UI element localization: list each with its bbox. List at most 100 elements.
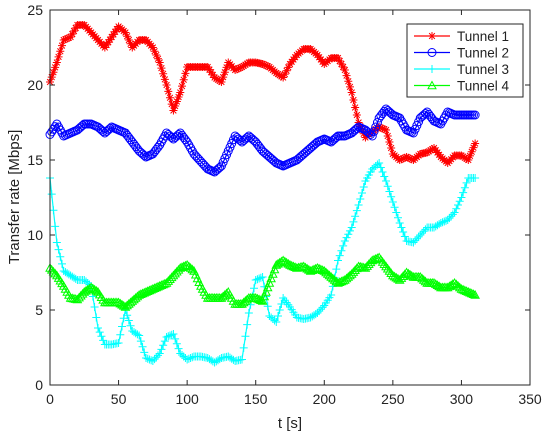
data-point — [70, 27, 78, 35]
data-point — [405, 269, 415, 279]
data-point — [399, 228, 408, 236]
y-tick-label: 0 — [35, 377, 43, 393]
data-point — [184, 354, 193, 363]
data-point — [344, 230, 353, 239]
data-point — [77, 288, 88, 298]
series-tunnel-4 — [45, 252, 480, 311]
data-point — [59, 36, 68, 44]
data-point — [462, 178, 471, 187]
data-point — [420, 109, 430, 118]
data-point — [354, 201, 363, 209]
data-point — [280, 256, 290, 266]
data-point — [334, 256, 342, 265]
data-point — [385, 138, 394, 146]
data-point — [470, 289, 480, 299]
data-point — [402, 153, 411, 161]
data-point — [324, 270, 335, 280]
data-point — [435, 220, 444, 229]
data-point — [252, 139, 262, 149]
data-point — [167, 330, 176, 339]
x-tick-label: 350 — [518, 391, 542, 407]
data-point — [90, 303, 99, 311]
data-point — [358, 189, 366, 197]
data-point — [49, 206, 58, 215]
data-point — [174, 344, 183, 353]
data-point — [414, 232, 423, 241]
data-point — [56, 47, 65, 56]
data-point — [318, 303, 327, 312]
data-point — [131, 142, 141, 151]
data-point — [54, 52, 63, 61]
x-tick-label: 0 — [46, 391, 54, 407]
data-point — [129, 294, 139, 304]
data-point — [56, 252, 65, 261]
data-point — [54, 245, 63, 254]
data-point — [264, 277, 275, 287]
data-point — [317, 265, 328, 274]
data-point — [418, 274, 429, 284]
legend-entry: Tunnel 1 — [414, 29, 509, 44]
data-point — [411, 236, 420, 245]
data-point — [454, 201, 462, 209]
data-point — [399, 154, 408, 163]
data-point — [106, 35, 114, 44]
data-point — [383, 182, 392, 191]
data-point — [174, 130, 184, 139]
data-point — [104, 38, 113, 47]
data-point — [453, 280, 463, 290]
data-point — [352, 111, 361, 119]
data-point — [47, 190, 56, 199]
data-point — [376, 123, 385, 132]
data-point — [185, 262, 196, 272]
data-point — [319, 265, 330, 275]
data-point — [48, 266, 59, 276]
data-point — [450, 208, 459, 217]
data-point — [164, 87, 173, 96]
data-point — [471, 174, 480, 182]
data-point — [126, 135, 136, 145]
data-point — [268, 268, 278, 278]
data-point — [151, 145, 161, 154]
data-point — [218, 291, 228, 301]
data-point — [421, 225, 430, 234]
data-point — [115, 298, 126, 308]
data-point — [401, 267, 412, 277]
data-point — [184, 261, 194, 271]
data-point — [391, 272, 402, 282]
data-point — [152, 353, 161, 362]
data-point — [387, 144, 396, 152]
data-point — [166, 331, 174, 340]
legend-label: Tunnel 3 — [457, 62, 509, 77]
data-point — [148, 43, 157, 52]
data-point — [455, 197, 464, 206]
data-point — [124, 133, 134, 142]
data-point — [159, 69, 168, 78]
data-point — [418, 229, 426, 238]
data-point — [232, 65, 241, 74]
x-tick-label: 250 — [381, 391, 405, 407]
data-point — [171, 334, 180, 343]
data-point — [356, 195, 365, 203]
data-point — [172, 339, 181, 348]
data-point — [280, 70, 289, 79]
data-point — [259, 291, 270, 301]
data-point — [382, 126, 390, 134]
data-point — [89, 284, 100, 294]
data-point — [236, 63, 245, 72]
data-point — [349, 96, 358, 104]
data-point — [316, 305, 325, 314]
data-point — [95, 328, 104, 337]
data-point — [167, 100, 176, 109]
data-point — [120, 301, 131, 311]
data-point — [94, 324, 102, 332]
data-point — [395, 156, 404, 164]
data-point — [176, 88, 185, 97]
data-point — [397, 155, 406, 164]
data-point — [375, 159, 384, 167]
data-point — [107, 33, 116, 41]
data-point — [159, 341, 168, 350]
data-point — [278, 255, 288, 265]
data-point — [328, 273, 338, 283]
data-point — [354, 118, 363, 127]
